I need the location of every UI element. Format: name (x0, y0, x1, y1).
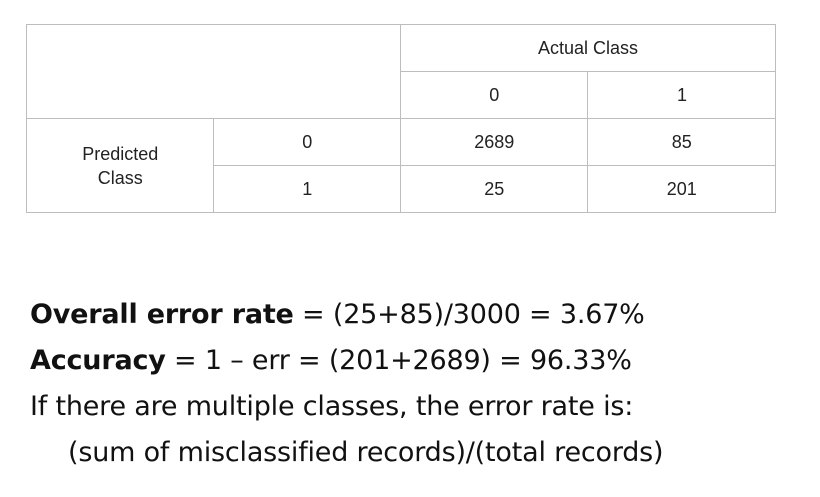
accuracy-line: Accuracy = 1 – err = (201+2689) = 96.33% (30, 338, 800, 384)
cell-pred0-act0: 2689 (399, 118, 589, 166)
confusion-matrix-table: Actual Class 0 1 Predicted Class 0 2689 … (25, 24, 777, 213)
error-rate-line: Overall error rate = (25+85)/3000 = 3.67… (30, 292, 800, 338)
table-header-row: Actual Class (26, 24, 777, 119)
actual-class-header: Actual Class (399, 24, 777, 72)
cell-pred1-act1: 201 (587, 165, 776, 213)
predicted-value-1: 1 (213, 165, 401, 213)
accuracy-label: Accuracy (30, 345, 166, 376)
error-rate-label: Overall error rate (30, 299, 294, 330)
table-row: Predicted Class 0 2689 85 (25, 118, 776, 213)
accuracy-formula: = 1 – err = (201+2689) = 96.33% (165, 345, 632, 376)
actual-value-0: 0 (399, 71, 589, 119)
cell-pred1-act0: 25 (399, 165, 589, 213)
error-rate-formula: = (25+85)/3000 = 3.67% (293, 299, 645, 330)
predicted-class-text: Predicted Class (82, 143, 159, 188)
metrics-text: Overall error rate = (25+85)/3000 = 3.67… (30, 292, 800, 476)
predicted-value-0: 0 (213, 118, 401, 166)
table-row: 1 25 201 (27, 165, 776, 213)
cell-pred0-act1: 85 (587, 118, 776, 166)
actual-value-1: 1 (587, 71, 776, 119)
predicted-class-label: Predicted Class (25, 118, 215, 213)
actual-values-row: 0 1 (27, 71, 776, 119)
multiclass-note: If there are multiple classes, the error… (30, 391, 634, 422)
table-corner-cell (26, 24, 401, 119)
multiclass-formula: (sum of misclassified records)/(total re… (68, 437, 664, 468)
